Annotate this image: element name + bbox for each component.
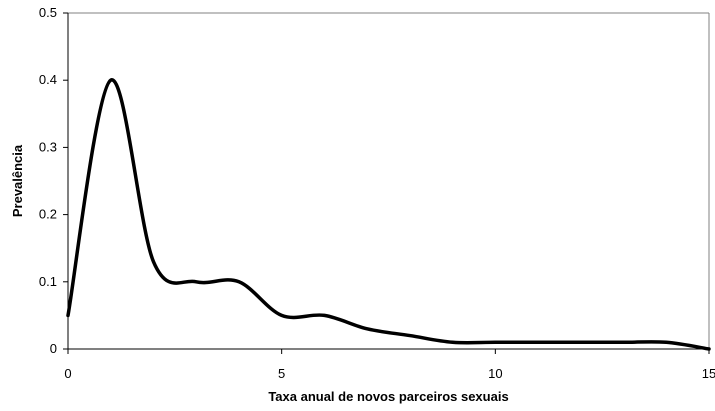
x-tick-label: 15 — [702, 366, 715, 381]
y-tick-label: 0.3 — [39, 139, 57, 154]
x-tick-label: 5 — [278, 366, 285, 381]
x-axis-ticks: 0 5 10 15 — [64, 349, 715, 381]
x-tick-label: 0 — [64, 366, 71, 381]
y-tick-label: 0.4 — [39, 72, 57, 87]
x-tick-label: 10 — [488, 366, 502, 381]
y-axis-ticks: 0 0.1 0.2 0.3 0.4 0.5 — [39, 5, 68, 356]
series-layer — [66, 78, 711, 351]
y-axis-title: Prevalência — [10, 144, 25, 217]
y-tick-label: 0.2 — [39, 207, 57, 222]
y-tick-label: 0.1 — [39, 274, 57, 289]
y-tick-label: 0 — [50, 341, 57, 356]
series-line — [66, 78, 711, 351]
y-tick-label: 0.5 — [39, 5, 57, 20]
x-axis-title: Taxa anual de novos parceiros sexuais — [268, 389, 508, 404]
